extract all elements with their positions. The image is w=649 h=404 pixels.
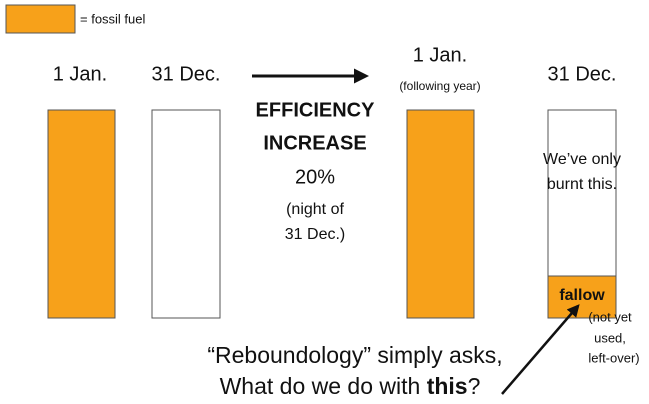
- fallow-note: left-over): [588, 350, 639, 365]
- middle-text: 31 Dec.): [285, 226, 345, 243]
- column-note: (following year): [399, 79, 480, 93]
- burnt-text: We’ve only: [543, 151, 621, 168]
- bottom-text: What do we do with this?: [220, 373, 481, 399]
- column-date: 31 Dec.: [152, 63, 221, 85]
- column-date: 1 Jan.: [53, 63, 107, 85]
- fuel-bar: [47, 109, 116, 319]
- bottom-text: “Reboundology” simply asks,: [207, 342, 502, 368]
- column-date: 1 Jan.: [413, 44, 467, 66]
- fallow-label: fallow: [559, 287, 605, 304]
- fallow-bar: [547, 275, 617, 319]
- bottom-text-part: What do we do with: [220, 373, 427, 399]
- fuel-bar: [406, 109, 475, 319]
- fallow-note: used,: [594, 330, 626, 345]
- middle-text: (night of: [286, 201, 344, 218]
- arrow: [501, 304, 580, 395]
- burnt-text: burnt this.: [547, 176, 617, 193]
- bottom-text-part: ?: [468, 373, 481, 399]
- middle-text: 20%: [295, 166, 335, 188]
- legend-swatch: [5, 4, 76, 34]
- middle-text: INCREASE: [263, 132, 366, 154]
- empty-bar: [151, 109, 221, 319]
- legend-label: = fossil fuel: [80, 11, 146, 26]
- fallow-note: (not yet: [588, 309, 632, 324]
- bottom-text-bold: this: [427, 373, 468, 399]
- column-date: 31 Dec.: [548, 63, 617, 85]
- middle-text: EFFICIENCY: [256, 99, 376, 121]
